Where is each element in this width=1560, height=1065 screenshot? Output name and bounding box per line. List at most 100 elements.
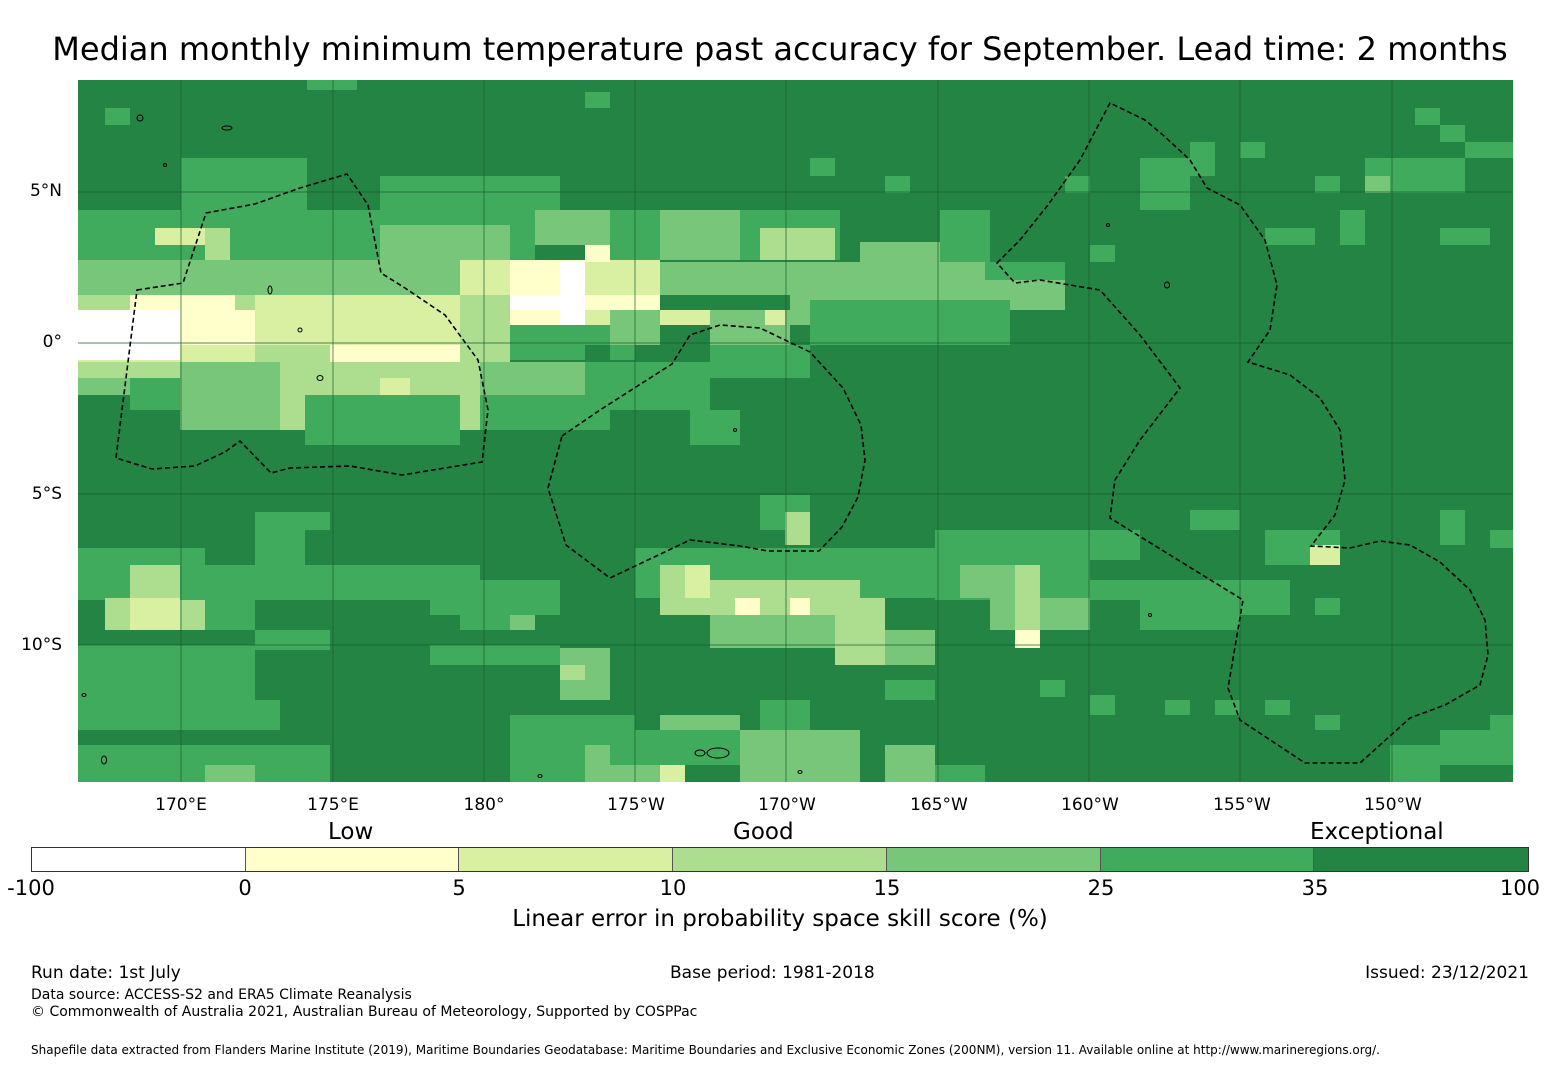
skill-cell [430,645,560,665]
colorbar-segment [1314,848,1529,871]
skill-cell [130,378,180,410]
skill-cell [130,700,280,730]
skill-cell [585,245,610,262]
legend-category-good: Good [733,819,794,845]
skill-cell [181,158,307,210]
skill-cell [380,225,510,260]
map-title: Median monthly minimum temperature past … [52,30,1508,68]
shapefile-credit: Shapefile data extracted from Flanders M… [31,1043,1380,1057]
skill-cell [660,210,740,260]
skill-cell [1315,598,1340,615]
skill-cell [760,228,835,260]
skill-cell [885,680,935,700]
skill-cell [510,615,535,630]
skill-cell [480,362,585,395]
colorbar-tick: 5 [452,876,466,900]
skill-cell [1165,700,1190,715]
skill-cell [1340,210,1365,245]
skill-cell [1140,158,1190,210]
skill-cell [765,310,785,325]
skill-cell [255,512,330,530]
skill-cell [205,598,255,630]
skill-cell [1415,108,1440,125]
skill-cell [660,765,685,782]
skill-cell [585,345,610,360]
skill-cell [690,410,740,445]
skill-cell [860,242,940,262]
skill-cell [1315,176,1340,193]
lat-label-5s: 5°S [31,484,62,504]
lon-label-175e: 175°E [307,795,359,815]
eez-boundaries [115,101,1489,764]
colorbar-segment [886,848,1101,871]
island-outline [733,428,737,432]
skill-cell [885,176,910,193]
island-outline [316,375,324,381]
skill-cell [255,630,330,650]
skill-cell [1240,142,1265,158]
legend-category-exceptional: Exceptional [1310,819,1444,845]
skill-cell [1190,510,1240,530]
skill-cell [1310,545,1340,565]
lon-label-175w: 175°W [607,795,665,815]
island-outline [706,747,730,759]
skill-cell [585,295,660,310]
skill-cell [1215,700,1240,715]
skill-cell [105,108,130,125]
skill-cell [885,630,935,665]
skill-cell [1015,565,1040,630]
colorbar-tick: 35 [1301,876,1329,900]
skill-cell [1190,142,1215,176]
skill-cell [380,176,560,210]
island-outline [1106,223,1110,227]
island-outline [797,770,803,774]
skill-cell [810,158,835,176]
colorbar-segment [32,848,246,871]
skill-cell [1315,715,1340,730]
data-source: Data source: ACCESS-S2 and ERA5 Climate … [31,987,412,1003]
island-outline [136,114,144,122]
skill-cell [885,745,935,782]
skill-cell [810,300,1010,345]
skill-cell [305,395,460,445]
skill-cell [710,615,835,648]
skill-cell [785,512,810,545]
skill-cell [940,210,990,262]
graticule [78,80,1513,782]
skill-cell [660,715,740,730]
island-outline [537,774,543,778]
lon-label-150w: 150°W [1364,795,1422,815]
skill-cell [130,295,235,310]
lat-label-10s: 10°S [21,635,62,655]
skill-cell [660,262,790,295]
colorbar-label: Linear error in probability space skill … [512,906,1048,932]
skill-cell [180,310,255,345]
skill-cell [835,645,885,665]
skill-cell [1090,695,1115,715]
lon-label-170w: 170°W [758,795,816,815]
skill-cell [1390,745,1440,782]
copyright: © Commonwealth of Australia 2021, Austra… [31,1004,698,1020]
skill-cell [1090,245,1115,262]
lon-label-160w: 160°W [1061,795,1119,815]
skill-cell [560,262,585,325]
base-period: Base period: 1981-2018 [670,963,875,983]
skill-cell [1490,530,1513,548]
colorbar-tick: 15 [873,876,901,900]
skill-grid [78,80,1513,782]
island-outline [163,163,167,167]
skill-cell [130,598,180,630]
skill-cell [1265,228,1315,245]
lon-label-155w: 155°W [1213,795,1271,815]
skill-cell [1015,630,1040,648]
skill-cell [1090,530,1140,560]
skill-cell [935,310,960,327]
island-outline [221,125,233,131]
island-outline [101,755,107,765]
colorbar-segment [673,848,887,871]
island-outline [1148,613,1152,617]
skill-cell [585,310,610,325]
skill-cell [205,765,255,782]
legend-category-low: Low [328,819,374,845]
